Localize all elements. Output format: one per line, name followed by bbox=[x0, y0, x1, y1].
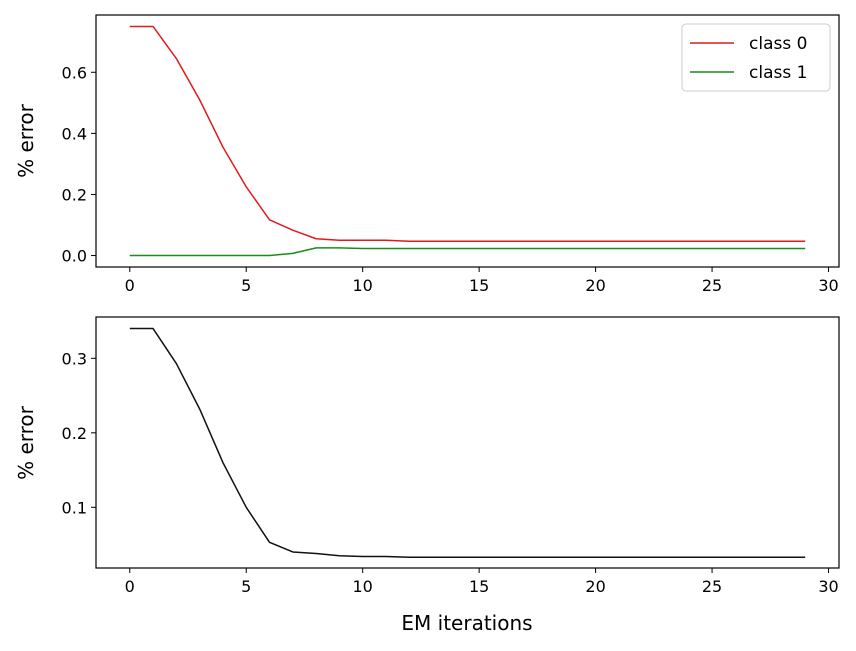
bottom-x-tick-label: 25 bbox=[702, 577, 722, 596]
top-x-ticks: 0 5 10 15 20 25 30 bbox=[125, 267, 839, 295]
top-x-tick-label: 0 bbox=[125, 276, 135, 295]
top-y-tick-label: 0.6 bbox=[62, 63, 87, 82]
top-x-tick-label: 15 bbox=[469, 276, 489, 295]
top-line-class-0 bbox=[129, 25, 806, 242]
bottom-x-ticks: 0 5 10 15 20 25 30 bbox=[125, 568, 839, 596]
bottom-x-axis-title: EM iterations bbox=[401, 611, 532, 635]
top-y-tick-label: 0.0 bbox=[62, 247, 87, 266]
bottom-x-tick-label: 30 bbox=[818, 577, 838, 596]
legend-label-class-1: class 1 bbox=[749, 63, 807, 83]
bottom-y-axis-title: % error bbox=[14, 405, 38, 480]
legend-label-class-0: class 0 bbox=[749, 34, 807, 54]
bottom-y-tick-label: 0.1 bbox=[62, 498, 87, 517]
bottom-y-tick-label: 0.2 bbox=[62, 424, 87, 443]
top-y-ticks: 0.0 0.2 0.4 0.6 bbox=[62, 63, 96, 266]
bottom-subplot: 0 5 10 15 20 25 30 0.1 0.2 0.3 % error EM iterat… bbox=[14, 316, 840, 635]
bottom-y-ticks: 0.1 0.2 0.3 bbox=[62, 349, 96, 517]
top-x-tick-label: 30 bbox=[818, 276, 838, 295]
bottom-x-tick-label: 15 bbox=[469, 577, 489, 596]
bottom-line-series-0 bbox=[129, 327, 806, 558]
top-series-lines bbox=[129, 25, 806, 257]
top-x-tick-label: 5 bbox=[241, 276, 251, 295]
top-y-tick-label: 0.2 bbox=[62, 185, 87, 204]
top-line-class-1 bbox=[129, 247, 806, 257]
bottom-x-tick-label: 5 bbox=[241, 577, 251, 596]
top-subplot: 0 5 10 15 20 25 30 0.0 0.2 0.4 0.6 % error class … bbox=[14, 14, 840, 295]
bottom-y-tick-label: 0.3 bbox=[62, 349, 87, 368]
top-y-tick-label: 0.4 bbox=[62, 124, 87, 143]
legend-box bbox=[681, 23, 831, 92]
bottom-x-tick-label: 20 bbox=[585, 577, 605, 596]
top-x-tick-label: 25 bbox=[702, 276, 722, 295]
top-plot-area bbox=[95, 14, 840, 268]
bottom-series-lines bbox=[129, 327, 806, 558]
bottom-plot-area bbox=[95, 316, 840, 569]
bottom-x-tick-label: 10 bbox=[353, 577, 373, 596]
legend: class 0 class 1 bbox=[681, 23, 831, 92]
top-x-tick-label: 10 bbox=[353, 276, 373, 295]
top-x-tick-label: 20 bbox=[585, 276, 605, 295]
bottom-x-tick-label: 0 bbox=[125, 577, 135, 596]
top-y-axis-title: % error bbox=[14, 103, 38, 178]
